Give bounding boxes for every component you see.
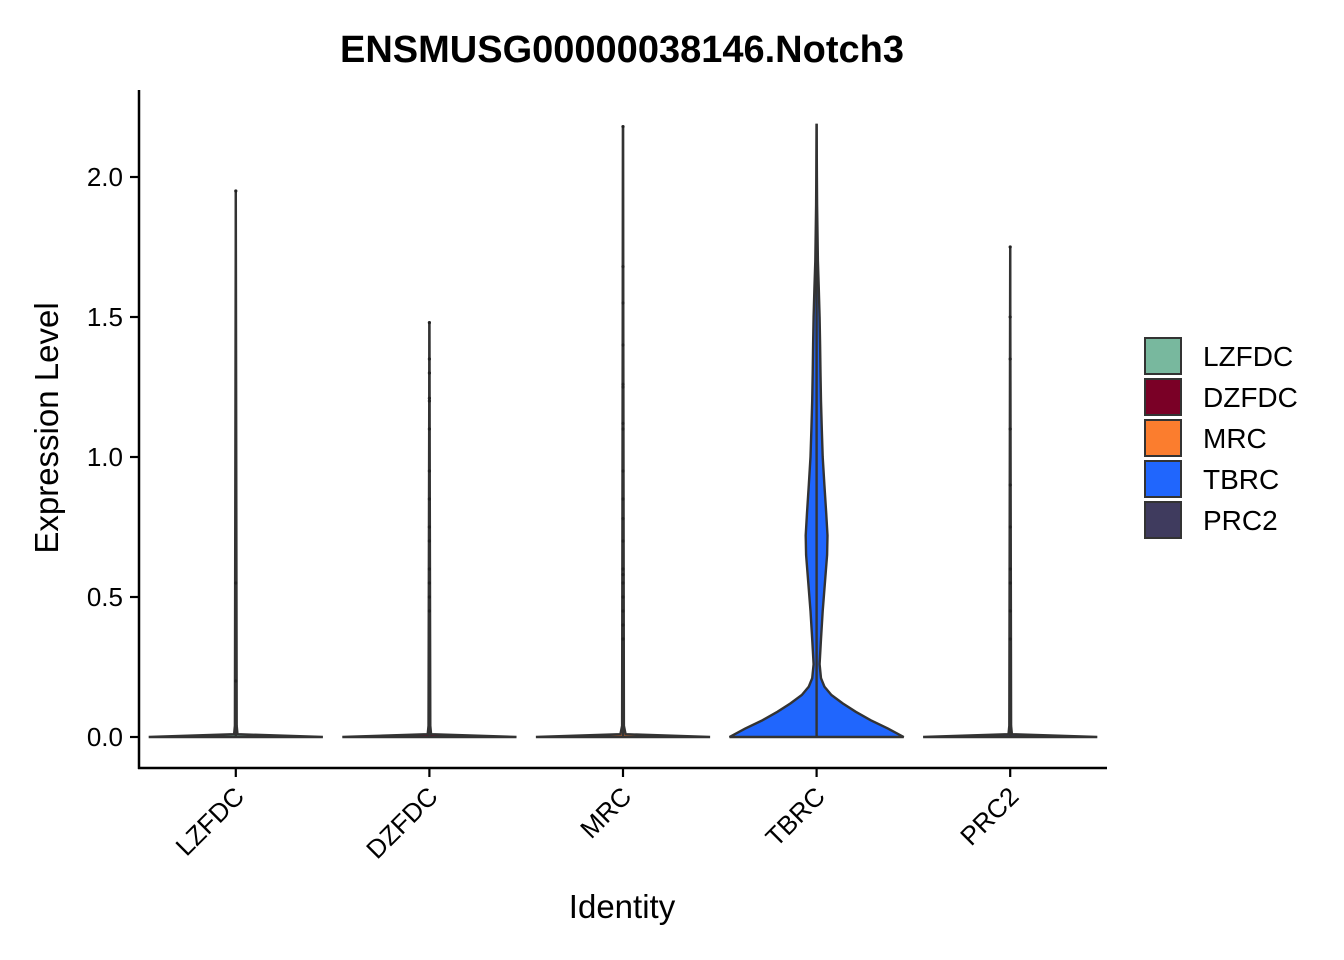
legend-swatch-prc2 [1144,501,1182,539]
data-point [621,623,625,627]
data-point [427,371,431,375]
y-tick-label: 1.5 [87,302,123,332]
data-point [427,595,431,599]
legend: LZFDC DZFDC MRC TBRC PRC2 [1144,337,1298,539]
data-point [621,573,625,577]
data-point [1008,581,1012,585]
data-point [427,567,431,571]
legend-label-lzfdc: LZFDC [1203,341,1293,372]
data-point [1008,637,1012,641]
data-point [621,469,625,473]
y-tick-label: 2.0 [87,162,123,192]
x-tick-label: DZFDC [360,781,444,865]
data-point [427,497,431,501]
legend-label-tbrc: TBRC [1203,464,1279,495]
data-point [234,581,238,585]
legend-swatch-mrc [1144,419,1182,457]
data-point [621,595,625,599]
data-point [1008,609,1012,613]
legend-label-prc2: PRC2 [1203,505,1278,536]
data-point [234,679,238,683]
data-point [427,357,431,361]
legend-swatch-lzfdc [1144,337,1182,375]
x-tick-label: PRC2 [954,781,1024,851]
y-axis-ticks: 0.0 0.5 1.0 1.5 2.0 [87,162,139,752]
data-point [1008,427,1012,431]
data-point [1008,483,1012,487]
legend-swatch-dzfdc [1144,378,1182,416]
data-point [427,396,431,400]
data-point [621,385,625,389]
data-point [621,301,625,305]
data-point [621,382,625,386]
data-point [1008,357,1012,361]
y-tick-label: 1.0 [87,442,123,472]
y-tick-label: 0.5 [87,582,123,612]
x-axis-ticks: LZFDC DZFDC MRC TBRC PRC2 [170,768,1024,865]
data-point [621,427,625,431]
data-point [1008,525,1012,529]
data-point [1008,315,1012,319]
legend-swatch-tbrc [1144,460,1182,498]
data-point [621,497,625,501]
data-point [621,265,625,269]
y-axis-title: Expression Level [28,302,65,553]
data-point [427,525,431,529]
data-point [427,321,431,325]
violins-group [148,123,1098,739]
data-point [1008,245,1012,249]
data-point [427,469,431,473]
data-point [621,539,625,543]
x-axis-title: Identity [569,888,676,925]
data-point [621,567,625,571]
data-point [427,427,431,431]
data-point [621,637,625,641]
legend-label-dzfdc: DZFDC [1203,382,1298,413]
data-point [621,125,625,129]
data-point [427,539,431,543]
data-point [427,581,431,585]
data-point [234,189,238,193]
data-point [621,517,625,521]
data-point [427,609,431,613]
data-point [621,609,625,613]
x-tick-label: LZFDC [170,781,250,861]
y-tick-label: 0.0 [87,722,123,752]
data-point [621,421,625,425]
x-tick-label: TBRC [760,781,831,852]
data-point [621,581,625,585]
x-tick-label: MRC [574,781,637,844]
data-point [427,399,431,403]
data-point [621,343,625,347]
chart-title: ENSMUSG00000038146.Notch3 [340,29,904,71]
data-point [1008,567,1012,571]
legend-label-mrc: MRC [1203,423,1267,454]
